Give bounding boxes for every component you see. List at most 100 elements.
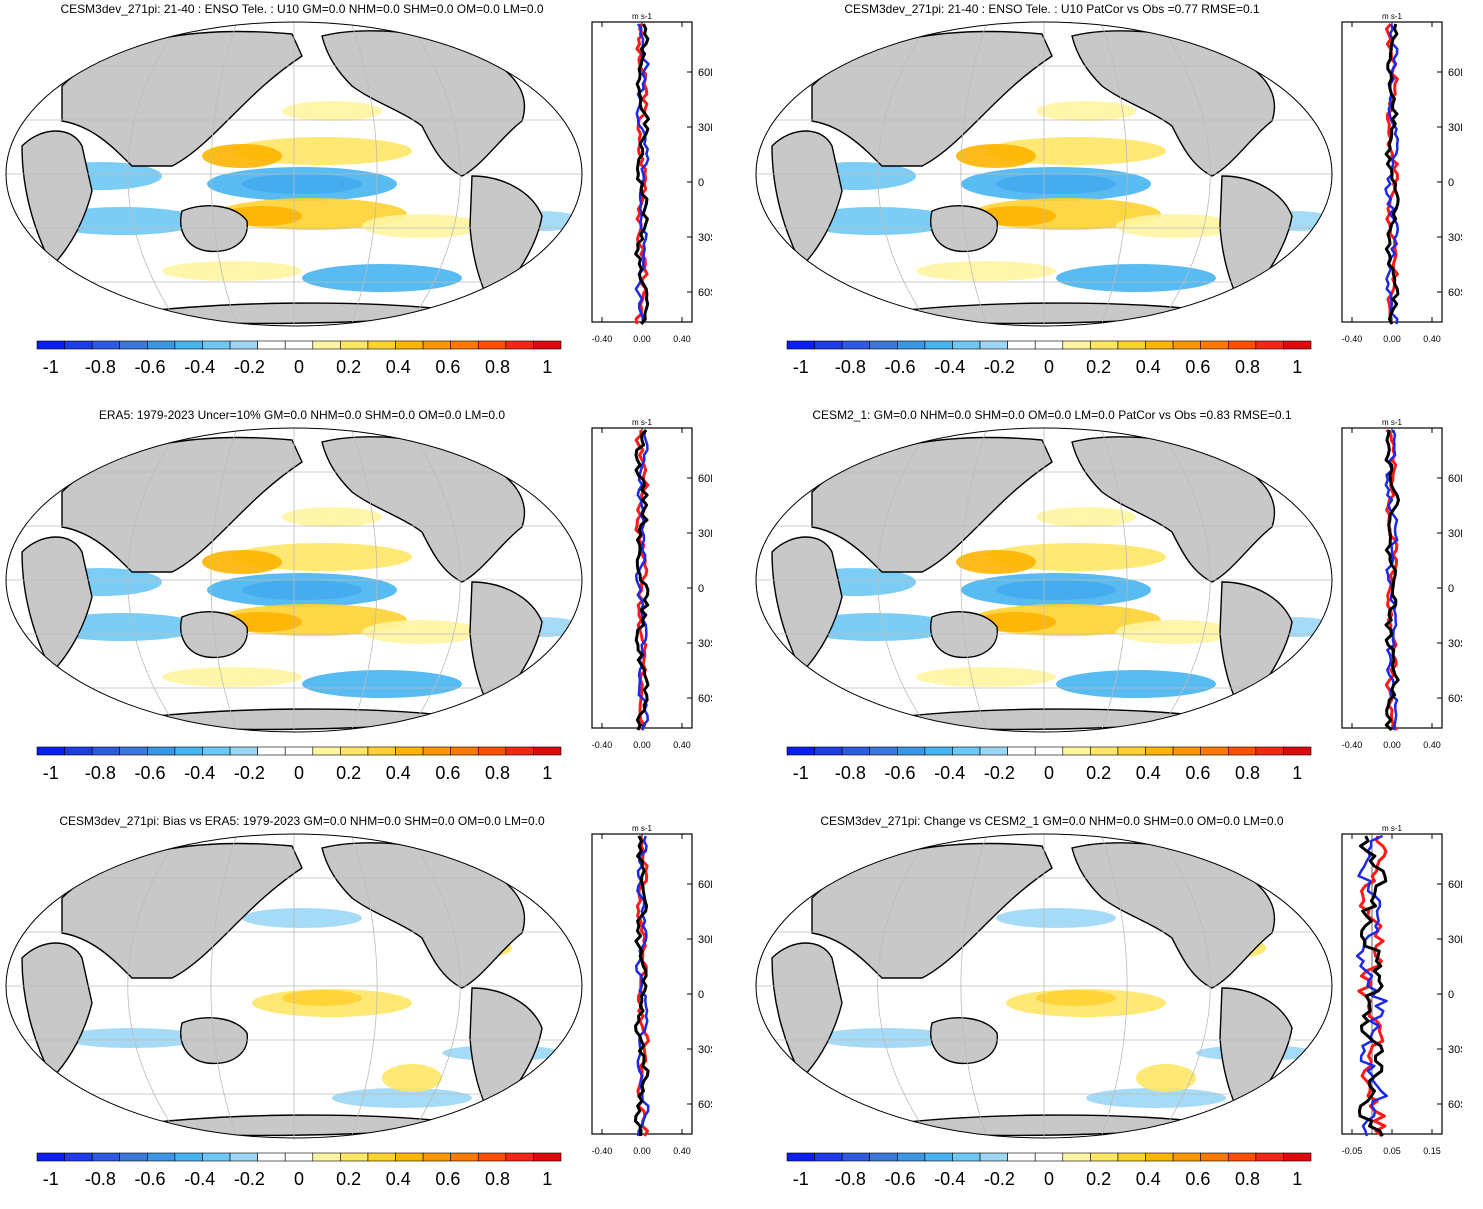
lat-label: 60S (1448, 1099, 1462, 1111)
colorbar-swatch (1034, 340, 1064, 350)
colorbar-swatch (1145, 746, 1174, 756)
colorbar-tick-label: -1 (43, 1169, 59, 1189)
colorbar-swatch (979, 1152, 1008, 1162)
colorbar-swatch (786, 340, 815, 350)
colorbar-swatch (284, 1152, 314, 1162)
lat-label: 30N (1448, 528, 1462, 540)
x-tick-label: 0.40 (673, 1146, 691, 1156)
colorbar-swatch (1007, 340, 1036, 350)
colorbar-tick-label: 0.2 (336, 763, 361, 783)
colorbar-swatch (1172, 1152, 1201, 1162)
colorbar-swatch (64, 340, 93, 350)
anomaly-region (916, 261, 1056, 281)
panel-2: CESM3dev_271pi: 21-40 : ENSO Tele. : U10… (752, 2, 1482, 397)
colorbar-swatch (340, 746, 369, 756)
colorbar-swatch (1117, 340, 1146, 350)
lat-label: 60N (698, 879, 712, 891)
anomaly-region (1056, 670, 1216, 698)
colorbar-swatch (477, 340, 507, 350)
colorbar-swatch (897, 340, 926, 350)
lat-label: 0 (698, 177, 704, 189)
anomaly-region (1136, 1064, 1196, 1092)
zonal-profile-line (1357, 835, 1388, 1137)
zonal-mean-plot: m s-1 60N 30N 0 30S 60S -0.40 0.00 0.40 (591, 824, 712, 1156)
colorbar-swatch (1283, 340, 1312, 350)
lat-label: 0 (698, 989, 704, 1001)
colorbar-swatch (1117, 746, 1146, 756)
colorbar-tick-label: -0.6 (885, 763, 916, 783)
zonal-profile-line (634, 428, 650, 731)
world-map (5, 427, 583, 733)
anomaly-region (282, 507, 382, 527)
anomaly-region (242, 908, 362, 928)
colorbar-swatch (1062, 1152, 1091, 1162)
colorbar-swatch (367, 746, 396, 756)
colorbar: -1 -0.8 -0.6 -0.4 -0.2 0 0.2 0.4 0.6 0.8 1 (36, 1152, 562, 1189)
colorbar-swatch (1145, 1152, 1174, 1162)
x-tick-label: 0.00 (1383, 334, 1401, 344)
colorbar-tick-label: -1 (793, 763, 809, 783)
colorbar-swatch (284, 746, 314, 756)
colorbar-swatch (202, 340, 231, 350)
colorbar-tick-label: 0 (1044, 763, 1054, 783)
colorbar-swatch (367, 1152, 396, 1162)
colorbar-tick-label: -0.4 (934, 763, 965, 783)
colorbar-tick-label: 0.8 (1235, 1169, 1260, 1189)
x-tick-label: 0.00 (633, 334, 651, 344)
colorbar-tick-label: 1 (1292, 357, 1302, 377)
anomaly-region (332, 1088, 472, 1108)
colorbar-swatch (533, 746, 562, 756)
lat-label: 60S (1448, 287, 1462, 299)
colorbar-swatch (64, 1152, 93, 1162)
colorbar-tick-label: -0.8 (85, 763, 116, 783)
colorbar-swatch (450, 1152, 479, 1162)
anomaly-region (916, 667, 1056, 687)
colorbar-swatch (533, 1152, 562, 1162)
lat-label: 30N (698, 528, 712, 540)
colorbar-swatch (869, 746, 898, 756)
colorbar-swatch (1200, 340, 1229, 350)
colorbar-tick-label: 0.2 (336, 1169, 361, 1189)
colorbar-tick-label: -0.2 (984, 1169, 1015, 1189)
colorbar-swatch (174, 1152, 203, 1162)
lat-label: 30S (698, 1044, 712, 1056)
landmass (1219, 175, 1293, 308)
anomaly-region (62, 1028, 202, 1048)
zonal-profile-line (635, 429, 650, 731)
panel-1: CESM3dev_271pi: 21-40 : ENSO Tele. : U10… (2, 2, 732, 397)
world-map (5, 833, 583, 1139)
colorbar-swatch (36, 1152, 65, 1162)
zonal-units: m s-1 (1382, 12, 1403, 21)
panel-title: CESM3dev_271pi: Bias vs ERA5: 1979-2023 … (59, 814, 545, 828)
colorbar-tick-label: 1 (1292, 763, 1302, 783)
colorbar-swatch (477, 746, 507, 756)
colorbar-tick-label: -0.4 (934, 1169, 965, 1189)
anomaly-region (362, 214, 482, 238)
landmass (469, 175, 543, 308)
zonal-units: m s-1 (632, 12, 653, 21)
lat-label: 0 (698, 583, 704, 595)
lat-label: 60N (698, 473, 712, 485)
anomaly-region (816, 1028, 956, 1048)
anomaly-region (956, 144, 1036, 168)
colorbar-tick-label: 0.6 (435, 763, 460, 783)
anomaly-region (162, 667, 302, 687)
landmass (1219, 581, 1293, 714)
x-tick-label: -0.40 (1342, 334, 1363, 344)
lat-label: 30S (1448, 638, 1462, 650)
colorbar-swatch (1200, 746, 1229, 756)
colorbar-tick-label: 0.4 (386, 1169, 411, 1189)
colorbar-swatch (1255, 1152, 1284, 1162)
colorbar-tick-label: 0.4 (1136, 357, 1161, 377)
x-tick-label: -0.40 (592, 740, 613, 750)
colorbar: -1 -0.8 -0.6 -0.4 -0.2 0 0.2 0.4 0.6 0.8 1 (36, 340, 562, 377)
colorbar-tick-label: 0.8 (1235, 357, 1260, 377)
x-tick-label: 0.00 (633, 1146, 651, 1156)
colorbar-swatch (340, 340, 369, 350)
zonal-mean-plot: m s-1 60N 30N 0 30S 60S -0.40 0.00 0.40 (591, 12, 712, 344)
colorbar-swatch (202, 1152, 231, 1162)
x-tick-label: 0.40 (1423, 740, 1441, 750)
zonal-units: m s-1 (632, 824, 653, 833)
colorbar-tick-label: -0.6 (135, 1169, 166, 1189)
colorbar-tick-label: 0.4 (386, 763, 411, 783)
